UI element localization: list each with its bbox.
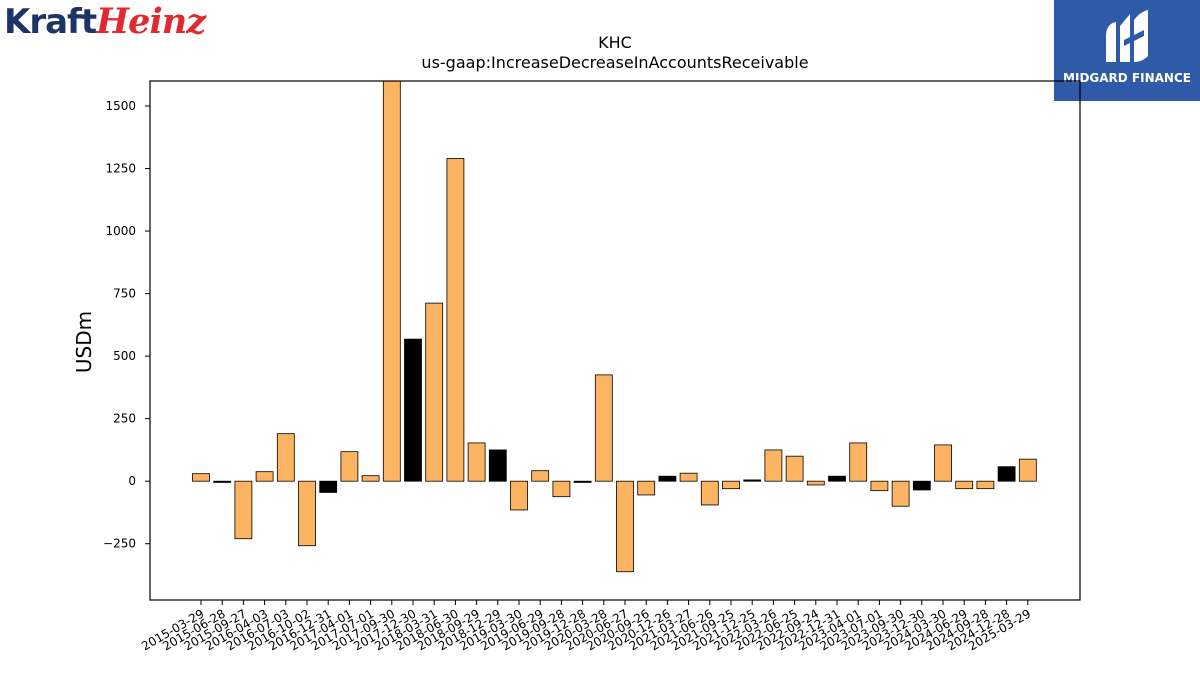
y-tick-label: 250	[113, 412, 136, 426]
chart-subtitle: us-gaap:IncreaseDecreaseInAccountsReceiv…	[421, 53, 808, 72]
bar-2021-06-26	[700, 480, 719, 506]
bar-2024-06-29	[955, 480, 974, 490]
y-tick-label: 750	[113, 287, 136, 301]
bar-2017-07-01	[361, 475, 380, 482]
bar-2017-09-30	[382, 80, 401, 482]
bar-2019-12-28	[573, 480, 592, 483]
bar-2016-07-03	[276, 433, 295, 482]
bar-2019-09-28	[552, 480, 571, 498]
bar-2018-03-31	[425, 302, 444, 482]
bar-2017-12-30	[404, 338, 422, 482]
y-axis: −250 0 250 500 750 1000 1250 1500	[103, 99, 150, 551]
bar-2016-10-02	[298, 480, 316, 547]
bar-2017-04-01	[340, 451, 359, 482]
bar-2016-12-31	[319, 480, 338, 493]
logo-kraft-text: Kraft	[4, 2, 97, 42]
bar-2024-09-28	[976, 480, 995, 490]
kraft-heinz-logo: KraftHeinz	[4, 1, 206, 43]
bar-2023-12-30	[912, 480, 931, 491]
bar-2021-12-25	[743, 479, 762, 482]
midgard-brand-text: MIDGARD FINANCE	[1063, 71, 1191, 85]
bar-series	[192, 80, 1037, 573]
bar-2018-06-30	[446, 158, 465, 482]
bar-2021-09-25	[722, 480, 740, 490]
midgard-m-icon	[1106, 10, 1148, 62]
bar-2020-09-26	[637, 480, 656, 496]
y-tick-label: 1000	[105, 224, 136, 238]
bar-2024-03-30	[934, 444, 952, 482]
logo-heinz-text: Heinz	[96, 1, 206, 42]
bar-2024-12-28	[997, 466, 1016, 482]
y-tick-label: 500	[113, 349, 136, 363]
y-tick-label: 1500	[105, 99, 136, 113]
plot-frame	[149, 80, 1081, 601]
bar-2020-06-27	[616, 480, 634, 573]
bar-2023-07-01	[870, 480, 889, 492]
bar-2022-03-26	[764, 449, 783, 482]
bar-2023-09-30	[891, 480, 910, 507]
x-axis: 2015-03-292015-06-282015-09-272016-04-03…	[139, 600, 1033, 653]
y-axis-label: USDm	[72, 311, 96, 373]
y-tick-label: −250	[103, 537, 136, 551]
bar-2016-04-03	[255, 471, 274, 482]
chart-title: KHC	[598, 33, 632, 52]
bar-2015-03-29	[192, 473, 210, 482]
bar-2018-12-29	[488, 449, 507, 482]
bar-2022-06-25	[785, 455, 804, 482]
bar-2015-09-27	[234, 480, 253, 540]
bar-2023-04-01	[849, 442, 868, 482]
bar-2022-12-31	[828, 475, 846, 482]
bar-2018-09-29	[467, 442, 486, 482]
bar-2015-06-28	[213, 480, 232, 483]
bar-2019-06-29	[531, 470, 550, 482]
y-tick-label: 0	[128, 474, 136, 488]
bar-2021-03-27	[679, 472, 698, 482]
bar-2020-12-26	[658, 475, 677, 482]
midgard-finance-logo: MIDGARD FINANCE	[1054, 0, 1200, 101]
bar-2025-03-29	[1018, 458, 1037, 482]
bar-2022-09-24	[806, 480, 825, 486]
y-tick-label: 1250	[105, 162, 136, 176]
bar-2019-03-30	[510, 480, 528, 511]
bar-2020-03-28	[594, 374, 613, 482]
